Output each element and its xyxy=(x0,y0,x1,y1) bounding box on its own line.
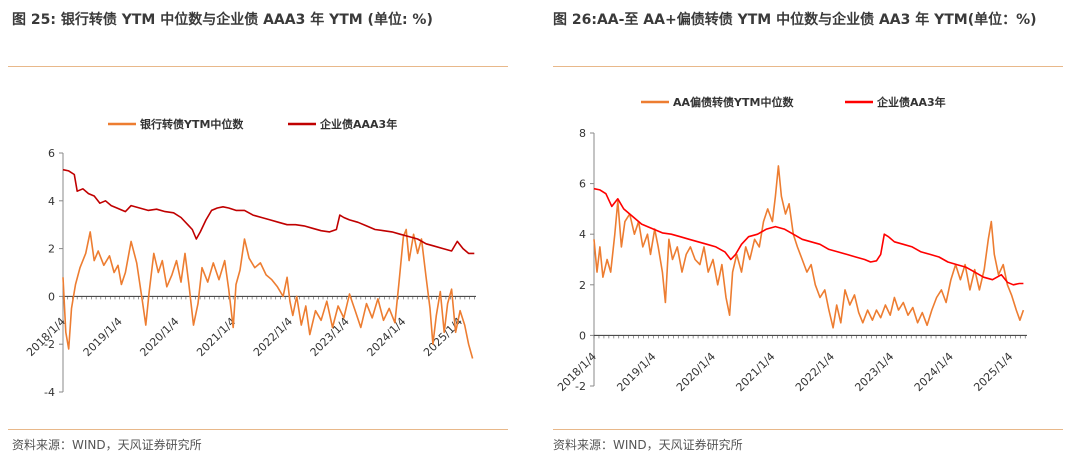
chart-panel-left: 图 25: 银行转债 YTM 中位数与企业债 AAA3 年 YTM (单位: %… xyxy=(0,0,520,463)
line-chart-left: 6 4 2 0 -2 -4 2018/1/4 2019/1/4 2020/1/4 2021/1/4… xyxy=(24,117,476,399)
x-tick-label: 2022/1/4 xyxy=(793,350,837,394)
legend-label: 银行转债YTM中位数 xyxy=(140,117,244,131)
source-note: 资料来源：WIND，天风证券研究所 xyxy=(12,438,202,452)
y-tick-label: 8 xyxy=(579,127,586,140)
x-tick-label: 2022/1/4 xyxy=(251,315,295,359)
chart-title: 图 26:AA-至 AA+偏债转债 YTM 中位数与企业债 AA3 年 YTM(… xyxy=(553,12,1037,28)
legend-label: AA偏债转债YTM中位数 xyxy=(673,95,794,109)
source-divider xyxy=(8,429,508,430)
x-tick-label: 2024/1/4 xyxy=(364,315,408,359)
x-tick-label: 2023/1/4 xyxy=(308,315,352,359)
title-divider xyxy=(553,66,1063,67)
source-divider xyxy=(553,429,1063,430)
x-tick-label: 2021/1/4 xyxy=(194,315,238,359)
y-tick-label: -2 xyxy=(575,380,586,393)
y-tick-label: 2 xyxy=(579,279,586,292)
series-line-0 xyxy=(62,228,474,359)
source-note: 资料来源：WIND，天风证券研究所 xyxy=(553,438,743,452)
title-divider xyxy=(8,66,508,67)
x-tick-label: 2023/1/4 xyxy=(852,350,896,394)
x-tick-label: 2019/1/4 xyxy=(81,315,125,359)
y-tick-label: 2 xyxy=(48,243,55,256)
y-tick-label: -2 xyxy=(44,338,55,351)
y-tick-label: -4 xyxy=(44,386,55,399)
x-tick-label: 2020/1/4 xyxy=(674,350,718,394)
y-tick-label: 0 xyxy=(48,290,55,303)
y-tick-label: 4 xyxy=(48,195,55,208)
series-line-0 xyxy=(593,165,1025,329)
chart-panel-right: 图 26:AA-至 AA+偏债转债 YTM 中位数与企业债 AA3 年 YTM(… xyxy=(545,0,1065,463)
series-line-1 xyxy=(62,168,475,255)
x-tick-label: 2020/1/4 xyxy=(137,315,181,359)
y-tick-label: 6 xyxy=(48,147,55,160)
x-tick-label: 2021/1/4 xyxy=(733,350,777,394)
series-line-1 xyxy=(593,187,1024,286)
x-tick-label: 2024/1/4 xyxy=(912,350,956,394)
chart-title: 图 25: 银行转债 YTM 中位数与企业债 AAA3 年 YTM (单位: %… xyxy=(12,12,433,28)
x-tick-label: 2019/1/4 xyxy=(614,350,658,394)
legend-label: 企业债AA3年 xyxy=(876,95,946,109)
x-tick-label: 2025/1/4 xyxy=(971,350,1015,394)
y-tick-label: 6 xyxy=(579,178,586,191)
y-tick-label: 0 xyxy=(579,329,586,342)
y-tick-label: 4 xyxy=(579,228,586,241)
legend-label: 企业债AAA3年 xyxy=(319,117,397,131)
x-tick-label: 2018/1/4 xyxy=(24,315,68,359)
